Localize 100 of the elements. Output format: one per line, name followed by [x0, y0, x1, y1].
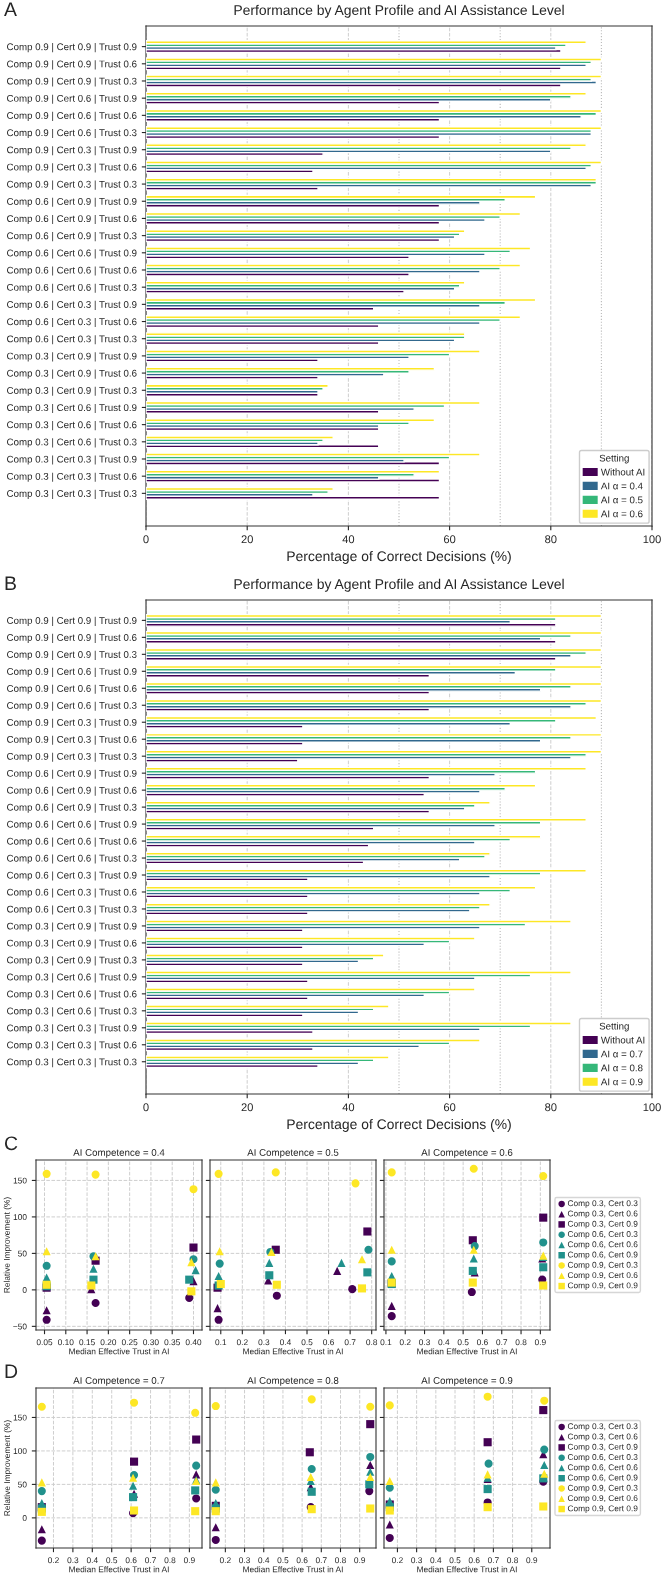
x-tick-label: 0.5: [106, 1557, 118, 1564]
x-tick-label: 0: [143, 535, 149, 544]
x-tick-label: 0.7: [344, 1339, 356, 1346]
x-tick-label: 0.6: [476, 1339, 488, 1346]
x-axis-title: Median Effective Trust in AI: [243, 1348, 343, 1355]
y-tick-label: Comp 0.3 | Cert 0.3 | Trust 0.3: [7, 489, 137, 499]
y-tick-label: 0: [22, 1287, 27, 1293]
chart-title: Performance by Agent Profile and AI Assistance Level: [234, 4, 564, 18]
x-tick-label: 0.6: [296, 1557, 308, 1564]
y-tick-label: Comp 0.6 | Cert 0.3 | Trust 0.9: [7, 871, 137, 881]
x-tick-label: 0.8: [335, 1557, 346, 1564]
x-tick-label: 0.35: [164, 1339, 180, 1346]
x-tick-label: 0.15: [79, 1339, 95, 1346]
legend-label: Comp 0.9, Cert 0.3: [567, 1261, 638, 1270]
y-tick-label: Comp 0.3 | Cert 0.3 | Trust 0.9: [7, 1024, 137, 1034]
y-tick-label: Comp 0.3 | Cert 0.6 | Trust 0.9: [7, 973, 137, 983]
y-tick-label: Comp 0.6 | Cert 0.9 | Trust 0.6: [7, 786, 137, 796]
legend-label: Comp 0.9, Cert 0.9: [567, 1505, 638, 1513]
x-tick-label: 0.2: [48, 1557, 59, 1564]
y-axis-title: Relative Improvement (%): [3, 1420, 12, 1516]
y-tick-label: Comp 0.3 | Cert 0.9 | Trust 0.9: [7, 352, 137, 362]
x-tick-label: 0.20: [100, 1339, 117, 1346]
y-tick-label: Comp 0.6 | Cert 0.6 | Trust 0.3: [7, 283, 137, 293]
legend-label: Comp 0.3, Cert 0.9: [567, 1443, 638, 1452]
x-tick-label: 0.4: [438, 1339, 450, 1346]
x-tick-label: 0.3: [419, 1339, 430, 1346]
text: C: [4, 1136, 18, 1151]
chart-title: AI Competence = 0.7: [73, 1377, 165, 1386]
x-tick-label: 0.8: [366, 1339, 378, 1346]
y-tick-label: Comp 0.9 | Cert 0.3 | Trust 0.6: [7, 735, 137, 745]
x-tick-label: 0.3: [239, 1557, 250, 1564]
legend-label: AI α = 0.4: [600, 482, 643, 490]
x-axis-title: Median Effective Trust in AI: [417, 1348, 517, 1355]
y-tick-label: Comp 0.3 | Cert 0.6 | Trust 0.9: [7, 403, 137, 414]
x-tick-label: 0.5: [301, 1339, 313, 1346]
chart-title: AI Competence = 0.9: [421, 1377, 513, 1386]
y-tick-label: Comp 0.6 | Cert 0.6 | Trust 0.6: [7, 266, 137, 276]
legend-label: AI α = 0.7: [600, 1050, 643, 1058]
y-axis-title: Relative Improvement (%): [3, 1197, 12, 1293]
x-tick-label: 0.2: [219, 1557, 231, 1564]
y-tick-label: Comp 0.3 | Cert 0.6 | Trust 0.6: [7, 990, 137, 1000]
legend-title: Setting: [599, 1022, 629, 1032]
y-tick-label: Comp 0.6 | Cert 0.9 | Trust 0.6: [7, 214, 137, 225]
y-tick-label: Comp 0.6 | Cert 0.6 | Trust 0.9: [7, 249, 137, 259]
x-tick-label: 0.4: [258, 1557, 270, 1564]
y-tick-label: Comp 0.6 | Cert 0.6 | Trust 0.6: [7, 837, 137, 847]
legend-label: Comp 0.3, Cert 0.9: [567, 1220, 638, 1229]
y-tick-label: Comp 0.6 | Cert 0.6 | Trust 0.3: [7, 854, 137, 864]
x-tick-label: 0.10: [58, 1339, 74, 1346]
x-tick-label: 0.6: [468, 1557, 480, 1564]
chart-title: AI Competence = 0.4: [73, 1149, 165, 1158]
x-tick-label: 0.6: [125, 1557, 137, 1564]
x-tick-label: 20: [241, 1103, 253, 1112]
y-tick-label: Comp 0.9 | Cert 0.6 | Trust 0.9: [7, 94, 137, 104]
y-tick-label: 100: [13, 1448, 27, 1455]
x-tick-label: 0.3: [258, 1339, 270, 1346]
x-tick-label: 0.2: [391, 1557, 403, 1564]
legend-label: Comp 0.9, Cert 0.6: [567, 1272, 638, 1280]
x-tick-label: 60: [443, 1103, 456, 1112]
y-tick-label: 100: [13, 1214, 27, 1221]
y-tick-label: Comp 0.9 | Cert 0.9 | Trust 0.3: [7, 650, 137, 660]
y-tick-label: Comp 0.3 | Cert 0.3 | Trust 0.6: [7, 472, 137, 482]
y-tick-label: Comp 0.3 | Cert 0.9 | Trust 0.9: [7, 922, 137, 932]
legend-label: Comp 0.6, Cert 0.6: [567, 1464, 638, 1472]
y-tick-label: Comp 0.9 | Cert 0.9 | Trust 0.6: [7, 60, 137, 70]
x-tick-label: 40: [342, 535, 355, 544]
y-tick-label: Comp 0.9 | Cert 0.9 | Trust 0.6: [7, 633, 137, 643]
x-tick-label: 0.2: [399, 1339, 411, 1346]
text: B: [5, 576, 16, 590]
x-tick-label: 0: [143, 1103, 149, 1112]
x-axis-title: Median Effective Trust in AI: [243, 1566, 343, 1573]
y-tick-label: −50: [13, 1323, 27, 1330]
legend-label: Comp 0.3, Cert 0.3: [567, 1200, 638, 1208]
y-tick-label: Comp 0.3 | Cert 0.3 | Trust 0.3: [7, 1058, 137, 1068]
y-tick-label: Comp 0.3 | Cert 0.9 | Trust 0.6: [7, 939, 137, 949]
x-tick-label: 80: [545, 1103, 557, 1112]
y-tick-label: Comp 0.9 | Cert 0.6 | Trust 0.6: [7, 111, 137, 121]
x-tick-label: 0.9: [354, 1557, 366, 1564]
x-axis-title: Median Effective Trust in AI: [69, 1566, 169, 1573]
x-tick-label: 20: [241, 535, 253, 544]
x-tick-label: 0.30: [143, 1339, 159, 1346]
y-tick-label: Comp 0.3 | Cert 0.6 | Trust 0.6: [7, 421, 137, 431]
x-axis-title: Median Effective Trust in AI: [417, 1566, 517, 1573]
x-tick-label: 0.05: [36, 1339, 53, 1346]
y-tick-label: Comp 0.6 | Cert 0.9 | Trust 0.3: [7, 232, 137, 242]
y-tick-label: Comp 0.6 | Cert 0.6 | Trust 0.9: [7, 820, 137, 830]
x-tick-label: 0.9: [526, 1557, 538, 1564]
y-tick-label: Comp 0.6 | Cert 0.9 | Trust 0.3: [7, 803, 137, 813]
y-tick-label: Comp 0.6 | Cert 0.3 | Trust 0.6: [7, 888, 137, 898]
y-tick-label: Comp 0.3 | Cert 0.9 | Trust 0.6: [7, 369, 137, 379]
legend-label: Comp 0.9, Cert 0.6: [567, 1495, 638, 1503]
y-tick-label: Comp 0.6 | Cert 0.9 | Trust 0.9: [7, 769, 137, 779]
y-tick-label: Comp 0.6 | Cert 0.3 | Trust 0.6: [7, 318, 137, 328]
x-tick-label: 0.9: [183, 1557, 195, 1564]
legend-label: AI α = 0.9: [600, 1078, 643, 1086]
x-tick-label: 0.4: [430, 1557, 442, 1564]
y-tick-label: Comp 0.3 | Cert 0.6 | Trust 0.3: [7, 1007, 137, 1017]
legend-label: Comp 0.6, Cert 0.6: [567, 1241, 638, 1249]
text: D: [5, 1364, 18, 1378]
legend-label: Without AI: [600, 1036, 645, 1044]
